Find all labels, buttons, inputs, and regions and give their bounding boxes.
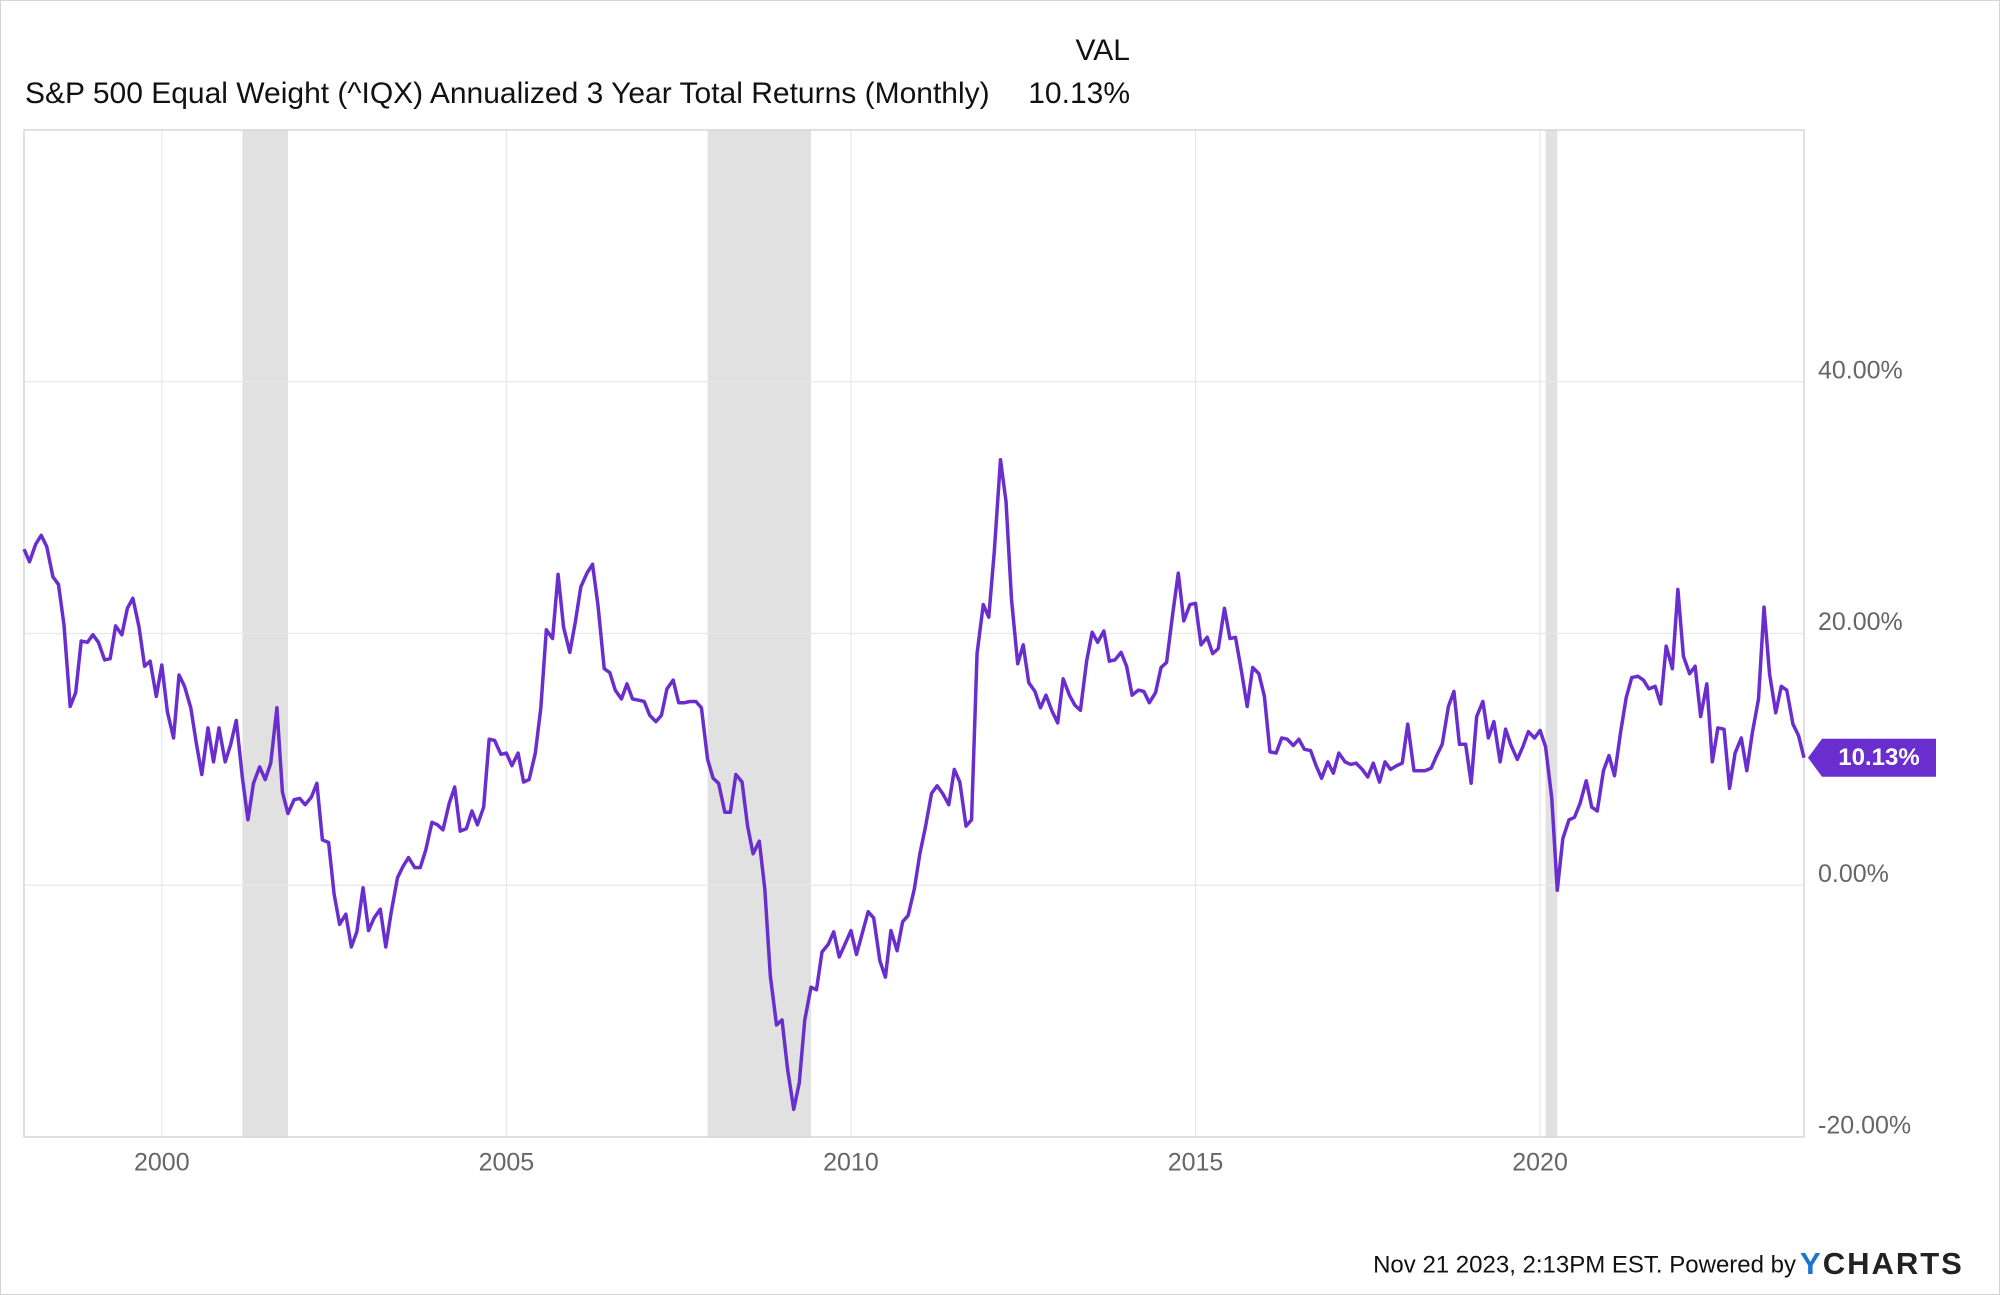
legend-header: VAL [1076, 34, 1130, 67]
y-tick-label: -20.00% [1818, 1112, 1911, 1140]
x-tick-label: 2010 [823, 1149, 879, 1177]
y-tick-label: 20.00% [1818, 608, 1903, 636]
last-value-badge [1808, 738, 1936, 777]
legend-label: S&P 500 Equal Weight (^IQX) Annualized 3… [25, 77, 990, 110]
legend-value: 10.13% [1028, 77, 1130, 110]
series-line [22, 458, 1806, 1112]
x-tick-label: 2015 [1168, 1149, 1224, 1177]
x-tick-label: 2000 [134, 1149, 190, 1177]
brand-mark: Y [1800, 1246, 1823, 1281]
x-tick-label: 2005 [479, 1149, 535, 1177]
plot-frame [23, 129, 1805, 1138]
plot-area: 2000 2005 2010 2015 2020 -20.00% 0.00% 20.00% 40… [22, 129, 1936, 1177]
y-tick-label: 40.00% [1818, 356, 1903, 384]
footer: Nov 21 2023, 2:13PM EST. Powered by [1373, 1251, 1796, 1278]
brand-name: CHARTS [1823, 1246, 1964, 1281]
x-tick-label: 2020 [1512, 1149, 1568, 1177]
y-tick-label: 0.00% [1818, 860, 1889, 888]
brand-logo: YCHARTS [1800, 1246, 1964, 1281]
last-value-label: 10.13% [1838, 744, 1919, 771]
